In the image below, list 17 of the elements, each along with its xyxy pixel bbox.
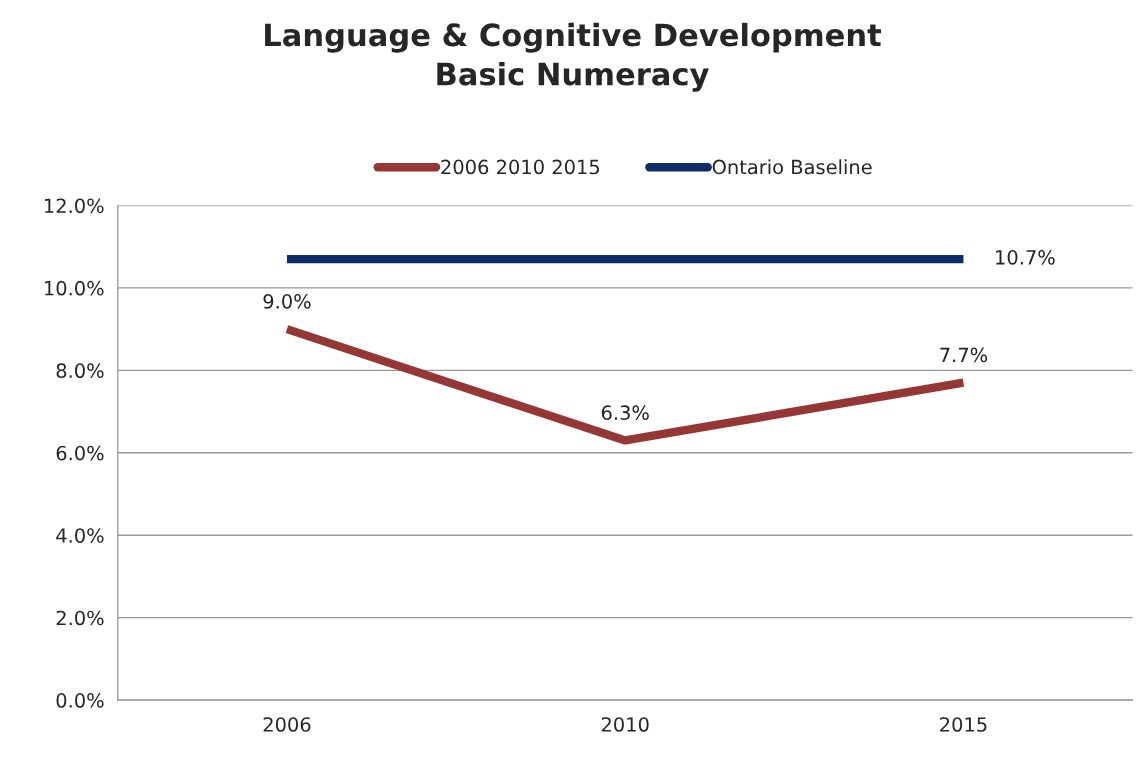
y-tick-label: 6.0% xyxy=(56,445,104,461)
legend-label: Ontario Baseline xyxy=(712,159,872,175)
legend-label: 2006 2010 2015 xyxy=(441,159,600,175)
data-label: 7.7% xyxy=(940,347,988,363)
y-tick-label: 12.0% xyxy=(45,198,104,214)
y-tick-label: 8.0% xyxy=(56,363,104,379)
y-tick-label: 4.0% xyxy=(56,528,104,543)
data-label: 6.3% xyxy=(601,405,649,420)
y-tick-label: 0.0% xyxy=(56,693,104,708)
x-tick-label: 2006 xyxy=(263,717,311,732)
y-tick-label: 2.0% xyxy=(56,610,104,626)
x-tick-label: 2015 xyxy=(940,717,987,732)
data-label: 10.7% xyxy=(996,249,1055,265)
data-label: 9.0% xyxy=(263,293,311,309)
x-tick-label: 2010 xyxy=(601,717,649,732)
y-tick-label: 10.0% xyxy=(45,280,104,296)
chart-title: Language & Cognitive Development Basic Numeracy xyxy=(265,22,882,92)
